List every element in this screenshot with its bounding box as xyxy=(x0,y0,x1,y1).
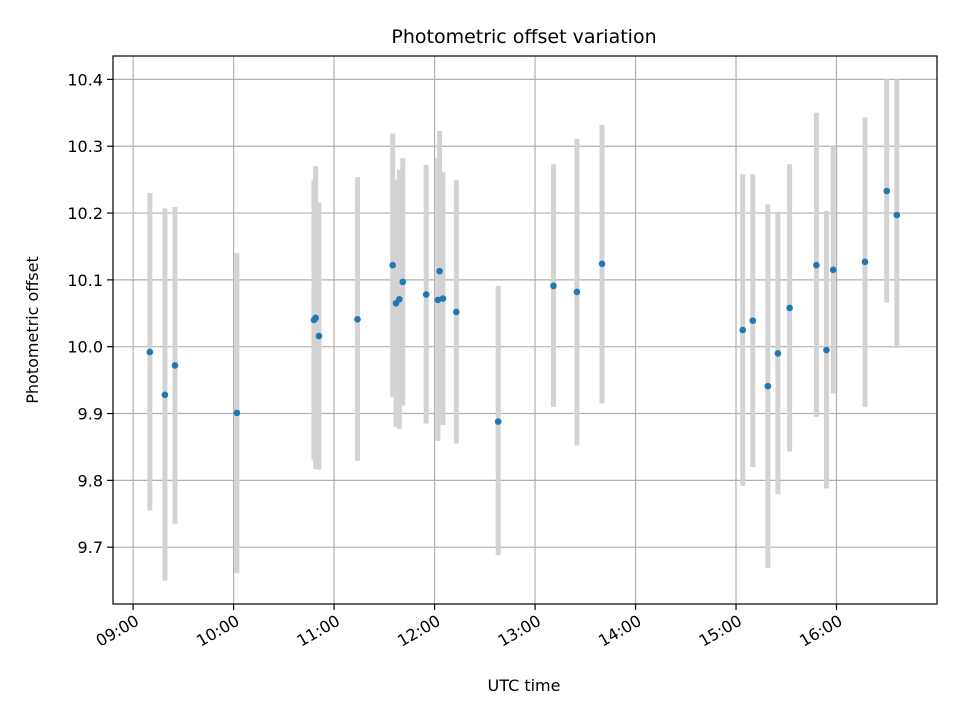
x-tick-label: 14:00 xyxy=(595,611,644,651)
data-point xyxy=(774,350,782,357)
data-point xyxy=(389,261,396,269)
y-tick-label: 9.8 xyxy=(78,471,103,490)
y-axis-label: Photometric offset xyxy=(23,256,42,404)
y-tick-label: 9.9 xyxy=(78,405,103,424)
data-point xyxy=(399,278,407,286)
data-point xyxy=(739,326,747,334)
x-axis-ticks: 09:00 10:00 11:00 12:00 13:00 14:00 15:00 16:00 xyxy=(93,604,846,651)
y-tick-label: 10.0 xyxy=(67,338,103,357)
x-axis-label: UTC time xyxy=(488,676,561,695)
data-point xyxy=(813,261,820,269)
x-tick-label: 16:00 xyxy=(796,611,845,651)
data-point xyxy=(171,362,179,369)
x-tick-label: 15:00 xyxy=(696,611,745,651)
data-point xyxy=(233,409,241,417)
data-point xyxy=(749,317,757,324)
data-point xyxy=(823,346,830,354)
data-points xyxy=(146,187,901,425)
data-point xyxy=(861,258,869,266)
x-tick-label: 11:00 xyxy=(294,611,343,651)
x-tick-label: 09:00 xyxy=(93,611,142,651)
x-tick-label: 10:00 xyxy=(193,611,242,651)
y-tick-label: 10.4 xyxy=(67,70,103,89)
y-tick-label: 9.7 xyxy=(78,538,103,557)
y-axis-ticks: 9.7 9.8 9.9 10.0 10.1 10.2 10.3 10.4 xyxy=(67,70,113,557)
error-bars xyxy=(147,79,900,581)
data-point xyxy=(161,391,169,399)
data-point xyxy=(893,211,901,219)
data-point xyxy=(786,304,793,312)
data-point xyxy=(422,291,430,298)
data-point xyxy=(494,418,502,425)
data-point xyxy=(550,282,557,290)
data-point xyxy=(354,316,361,323)
data-point xyxy=(598,260,606,268)
x-tick-label: 12:00 xyxy=(394,611,443,651)
data-point xyxy=(764,382,772,390)
data-point xyxy=(573,288,581,296)
x-tick-label: 13:00 xyxy=(495,611,544,651)
data-point xyxy=(312,314,319,322)
data-point xyxy=(396,295,403,303)
data-point xyxy=(146,348,154,356)
data-point xyxy=(315,332,323,340)
plot-area-frame xyxy=(112,55,938,605)
data-point xyxy=(829,266,837,274)
data-point xyxy=(439,295,447,302)
grid-lines xyxy=(113,56,937,604)
data-point xyxy=(883,187,891,195)
chart-title: Photometric offset variation xyxy=(391,26,656,48)
y-tick-label: 10.2 xyxy=(67,204,103,223)
y-tick-label: 10.3 xyxy=(67,137,103,156)
y-tick-label: 10.1 xyxy=(67,271,103,290)
data-point xyxy=(436,267,443,275)
data-point xyxy=(453,308,460,316)
data-point xyxy=(434,296,442,304)
